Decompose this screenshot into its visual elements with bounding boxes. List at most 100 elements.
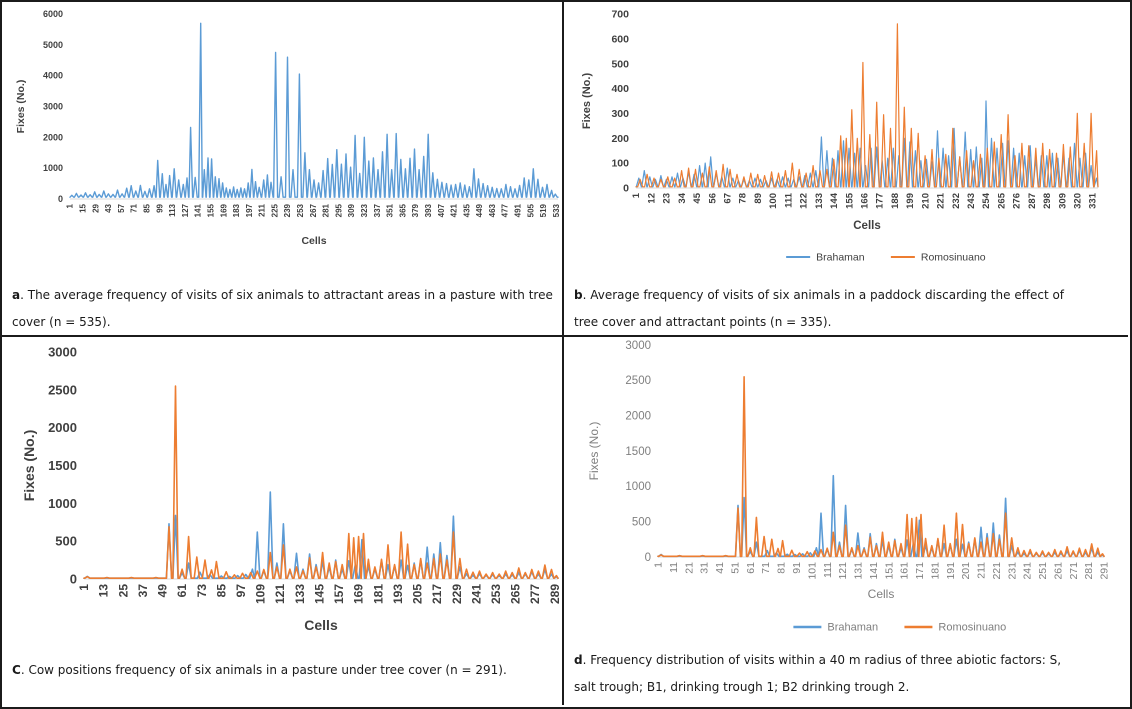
caption-b-text: . Average frequency of visits of six ani… [574,288,1065,329]
y-tick-label: 1000 [43,163,63,173]
x-tick-label: 100 [768,193,779,209]
x-tick-label: 1 [66,203,75,208]
x-axis-title: Cells [868,587,895,601]
x-tick-label: 291 [1099,562,1111,580]
legend: Brahaman Romosinuano [786,252,986,264]
y-tick-label: 5000 [43,40,63,50]
x-axis-tick-labels: 1 15 29 43 57 71 85 99 113 127 141 155 169 183 197 211 2… [66,203,561,217]
x-tick-label: 57 [117,203,126,212]
x-tick-label: 217 [430,584,444,604]
y-tick-label: 2500 [48,382,77,397]
x-tick-label: 287 [1027,193,1038,209]
x-tick-label: 78 [738,193,749,204]
x-tick-label: 197 [245,203,254,217]
panel-d: 0 500 1000 1500 2000 2500 3000 1 11 21 31 41 51 61 71 8… [564,337,1128,705]
x-tick-label: 277 [528,584,542,604]
x-tick-label: 131 [853,562,865,580]
y-tick-label: 2500 [625,375,651,387]
caption-d-label: d [574,653,583,667]
y-axis-tick-labels: 0 1000 2000 3000 4000 5000 6000 [43,9,63,204]
x-tick-label: 463 [488,203,497,217]
y-tick-label: 100 [611,158,629,170]
x-tick-label: 309 [347,203,356,217]
x-tick-label: 91 [791,562,803,574]
x-tick-label: 127 [181,203,190,217]
x-tick-label: 141 [194,203,203,217]
y-tick-label: 400 [611,83,629,95]
x-tick-label: 111 [783,192,794,208]
x-tick-label: 351 [386,203,395,217]
x-tick-label: 199 [905,193,916,209]
x-tick-label: 254 [981,192,992,209]
x-tick-label: 221 [991,562,1003,580]
y-tick-label: 4000 [43,71,63,81]
caption-d: d. Frequency distribution of visits with… [574,647,1079,701]
x-tick-label: 211 [976,562,988,579]
x-tick-label: 365 [398,203,407,217]
x-tick-label: 41 [714,562,726,574]
x-axis-title: Cells [304,617,338,633]
y-tick-label: 500 [55,534,77,549]
x-tick-label: 23 [662,193,673,204]
legend-label: Brahaman [816,252,865,264]
x-tick-label: 161 [899,562,911,580]
x-tick-label: 435 [462,203,471,217]
panel-c: 0 500 1000 1500 2000 2500 3000 1 13 25 37 49 61 73 85 9… [2,337,564,705]
x-tick-label: 239 [283,203,292,217]
y-tick-label: 700 [611,9,629,21]
x-tick-label: 323 [360,203,369,217]
y-tick-label: 3000 [43,102,63,112]
y-tick-label: 1500 [625,446,651,458]
y-tick-label: 0 [58,194,63,204]
x-tick-label: 169 [219,203,228,217]
x-tick-label: 45 [692,192,703,203]
x-tick-label: 144 [829,192,840,209]
x-tick-label: 151 [883,562,895,580]
legend-label: Romosinuano [921,252,986,264]
panel-b: 0 100 200 300 400 500 600 700 1 12 23 34 45 56 67 78 89 1… [564,2,1128,337]
x-tick-label: 99 [155,203,164,212]
x-tick-label: 171 [914,562,926,580]
caption-c-label: C [12,663,21,677]
x-tick-label: 56 [707,193,718,204]
x-tick-label: 71 [760,562,772,574]
x-tick-label: 43 [104,203,113,212]
x-tick-label: 477 [501,203,510,217]
x-tick-label: 155 [206,203,215,217]
caption-a: a. The average frequency of visits of si… [12,282,560,335]
x-tick-label: 61 [745,562,757,574]
x-tick-label: 421 [450,203,459,217]
x-tick-label: 169 [352,584,366,604]
x-tick-label: 73 [195,584,209,598]
y-tick-label: 300 [611,108,629,120]
x-tick-label: 61 [175,584,189,598]
x-tick-label: 11 [668,562,680,573]
y-tick-label: 6000 [43,9,63,19]
y-tick-label: 1000 [625,481,651,493]
x-tick-label: 111 [822,562,834,578]
x-tick-label: 519 [539,203,548,217]
x-tick-label: 276 [1012,193,1023,209]
caption-c: C. Cow positions frequency of six animal… [12,657,562,684]
x-tick-label: 29 [91,203,100,212]
x-tick-label: 491 [514,203,523,217]
x-tick-label: 113 [168,203,177,216]
x-tick-label: 89 [753,193,764,204]
x-tick-label: 191 [945,562,957,580]
y-axis-title: Fixes (No.) [15,80,27,134]
x-tick-label: 243 [966,193,977,209]
y-tick-label: 500 [611,58,629,70]
x-tick-label: 71 [130,203,139,212]
y-tick-label: 200 [611,133,629,145]
y-axis-title: Fixes (No.) [21,430,37,502]
x-tick-label: 181 [371,584,385,604]
x-tick-label: 141 [868,562,880,580]
x-tick-label: 232 [951,193,962,209]
y-tick-label: 0 [623,183,629,195]
x-tick-label: 407 [437,203,446,217]
caption-d-text: . Frequency distribution of visits withi… [574,653,1062,694]
y-tick-label: 0 [645,552,651,564]
y-axis-tick-labels: 0 100 200 300 400 500 600 700 [611,9,629,195]
